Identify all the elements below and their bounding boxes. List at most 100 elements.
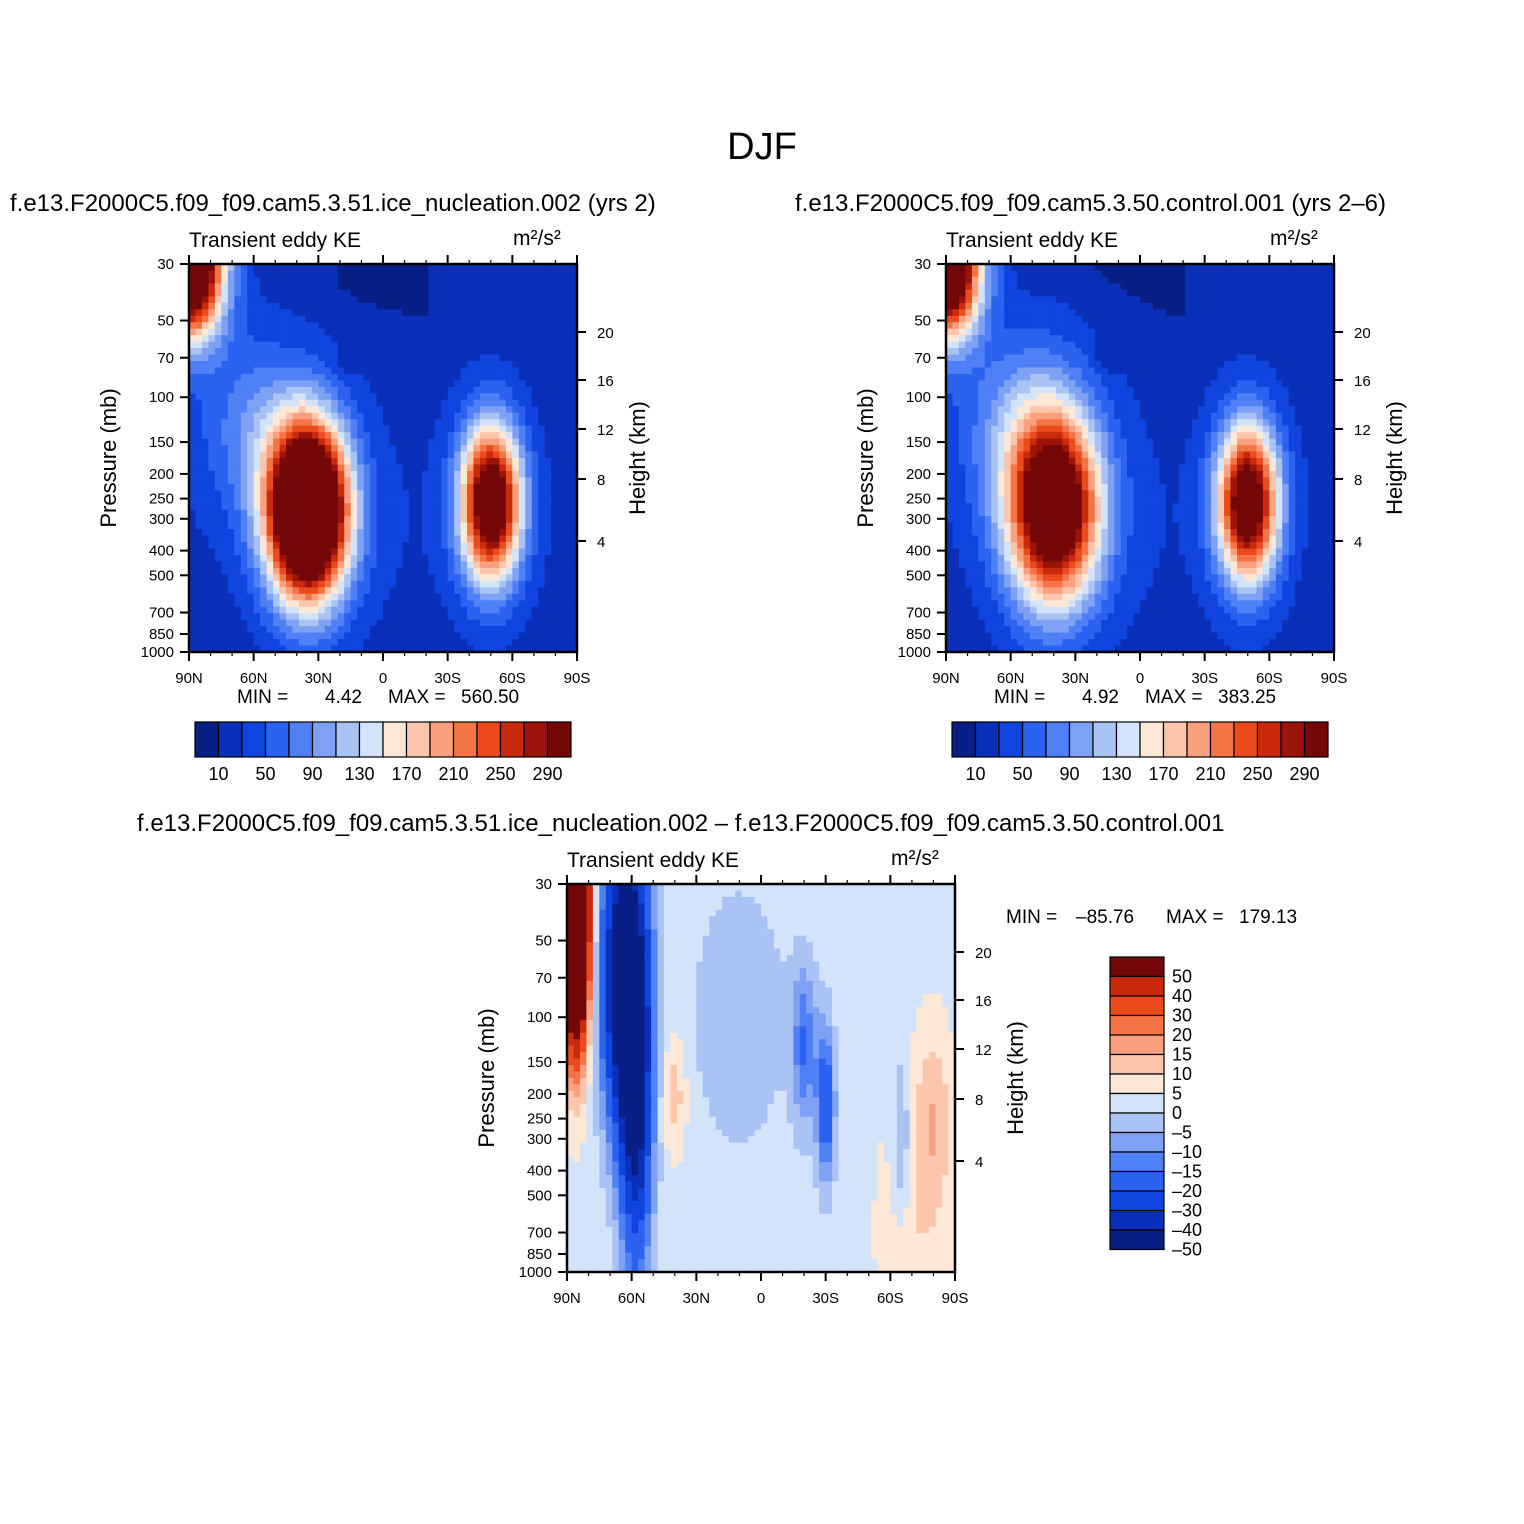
field-cell <box>1140 341 1148 349</box>
field-cell <box>273 509 281 517</box>
field-cell <box>253 328 261 336</box>
field-cell <box>337 632 345 640</box>
field-cell <box>376 639 384 647</box>
field-cell <box>1120 361 1128 369</box>
field-cell <box>1017 354 1025 362</box>
field-cell <box>337 587 345 595</box>
field-cell <box>480 645 488 653</box>
field-cell <box>1185 386 1193 394</box>
field-cell <box>1185 393 1193 401</box>
field-cell <box>357 419 365 427</box>
field-cell <box>318 555 326 563</box>
field-cell <box>512 322 520 330</box>
field-cell <box>389 522 397 530</box>
field-cell <box>499 490 507 498</box>
field-cell <box>415 380 423 388</box>
field-cell <box>344 419 352 427</box>
field-cell <box>447 270 455 278</box>
field-cell <box>279 516 287 524</box>
field-cell <box>551 503 559 511</box>
field-cell <box>434 522 442 530</box>
field-cell <box>1249 406 1257 414</box>
field-cell <box>460 296 468 304</box>
field-cell <box>415 348 423 356</box>
field-cell <box>201 613 209 621</box>
field-cell <box>1140 367 1148 375</box>
field-cell <box>208 309 216 317</box>
field-cell <box>408 574 416 582</box>
field-cell <box>1075 264 1083 272</box>
field-cell <box>1140 296 1148 304</box>
field-cell <box>473 542 481 550</box>
field-cell <box>544 626 552 634</box>
field-cell <box>505 309 513 317</box>
field-cell <box>402 296 410 304</box>
field-cell <box>1321 328 1329 336</box>
field-cell <box>447 490 455 498</box>
field-cell <box>370 412 378 420</box>
field-cell <box>1133 296 1141 304</box>
field-cell <box>1282 315 1290 323</box>
field-cell <box>1217 373 1225 381</box>
field-cell <box>538 470 546 478</box>
field-cell <box>1288 315 1296 323</box>
field-cell <box>984 406 992 414</box>
field-cell <box>473 425 481 433</box>
field-cell <box>1282 406 1290 414</box>
field-cell <box>1165 335 1173 343</box>
field-cell <box>260 425 268 433</box>
field-cell <box>415 406 423 414</box>
field-cell <box>1224 296 1232 304</box>
field-cell <box>421 373 429 381</box>
field-cell <box>441 580 449 588</box>
field-cell <box>486 328 494 336</box>
field-cell <box>363 283 371 291</box>
field-cell <box>234 490 242 498</box>
field-cell <box>1159 341 1167 349</box>
field-cell <box>286 458 294 466</box>
field-cell <box>395 626 403 634</box>
field-cell <box>467 645 475 653</box>
field-cell <box>421 425 429 433</box>
field-cell <box>570 283 578 291</box>
field-cell <box>551 561 559 569</box>
field-cell <box>1043 315 1051 323</box>
field-cell <box>247 567 255 575</box>
field-cell <box>298 606 306 614</box>
field-cell <box>305 438 313 446</box>
field-cell <box>1185 276 1193 284</box>
field-cell <box>428 361 436 369</box>
field-cell <box>978 270 986 278</box>
field-cell <box>344 613 352 621</box>
field-cell <box>460 555 468 563</box>
field-cell <box>1321 335 1329 343</box>
field-cell <box>260 283 268 291</box>
field-cell <box>460 386 468 394</box>
field-cell <box>958 406 966 414</box>
field-cell <box>551 645 559 653</box>
field-cell <box>337 555 345 563</box>
field-cell <box>240 580 248 588</box>
field-cell <box>1010 354 1018 362</box>
field-cell <box>421 361 429 369</box>
field-cell <box>189 613 197 621</box>
field-cell <box>1094 335 1102 343</box>
field-cell <box>311 548 319 556</box>
field-cell <box>247 548 255 556</box>
field-cell <box>253 276 261 284</box>
field-cell <box>570 425 578 433</box>
field-cell <box>1327 296 1335 304</box>
field-cell <box>331 270 339 278</box>
field-cell <box>292 354 300 362</box>
field-cell <box>486 542 494 550</box>
field-cell <box>557 373 565 381</box>
field-cell <box>208 529 216 537</box>
field-cell <box>454 496 462 504</box>
field-cell <box>331 606 339 614</box>
field-cell <box>525 645 533 653</box>
field-cell <box>480 335 488 343</box>
field-cell <box>298 328 306 336</box>
field-cell <box>363 613 371 621</box>
field-cell <box>428 276 436 284</box>
field-cell <box>253 529 261 537</box>
